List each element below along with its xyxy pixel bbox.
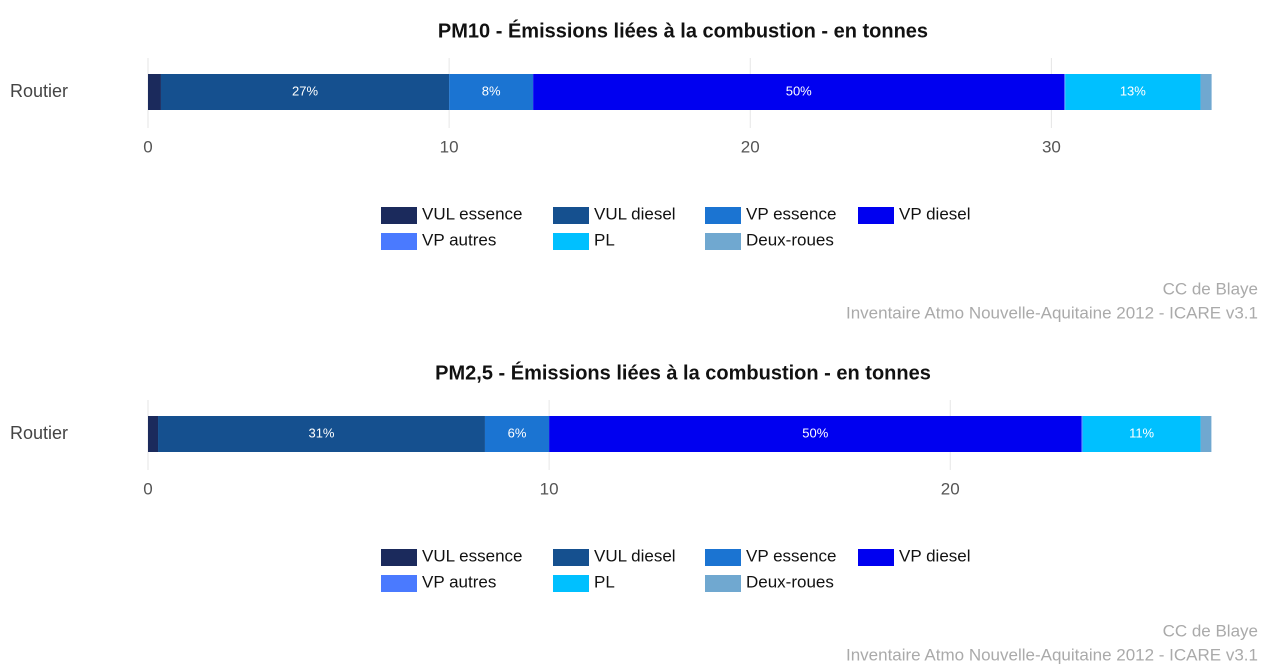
x-tick-label: 0 — [143, 479, 152, 498]
value-label: 50% — [802, 425, 828, 440]
value-label: 27% — [292, 83, 318, 98]
caption: Inventaire Atmo Nouvelle-Aquitaine 2012 … — [846, 303, 1258, 322]
legend-swatch — [553, 233, 589, 250]
y-tick-label: Routier — [10, 81, 68, 101]
caption: CC de Blaye — [1163, 279, 1258, 298]
legend-swatch — [553, 575, 589, 592]
legend-swatch — [381, 233, 417, 250]
x-tick-label: 10 — [440, 137, 459, 156]
legend-label: VUL diesel — [594, 546, 676, 565]
bar-segment — [484, 416, 550, 452]
bar-segment — [1200, 74, 1212, 110]
legend-label: VP diesel — [899, 546, 971, 565]
legend-label: VP essence — [746, 546, 836, 565]
legend-swatch — [858, 207, 894, 224]
y-tick-label: Routier — [10, 423, 68, 443]
value-label: 31% — [308, 425, 334, 440]
legend-swatch — [381, 207, 417, 224]
legend-label: VP autres — [422, 572, 496, 591]
x-tick-label: 30 — [1042, 137, 1061, 156]
bar-segment — [158, 416, 485, 452]
legend-swatch — [705, 207, 741, 224]
value-label: 13% — [1120, 83, 1146, 98]
legend-label: PL — [594, 230, 615, 249]
legend-swatch — [705, 575, 741, 592]
value-label: 8% — [482, 83, 501, 98]
bar-segment — [148, 416, 159, 452]
bar-segment — [1065, 74, 1201, 110]
caption: CC de Blaye — [1163, 621, 1258, 640]
legend-label: VP autres — [422, 230, 496, 249]
x-tick-label: 20 — [741, 137, 760, 156]
bar-segment — [533, 74, 1065, 110]
bar-segment — [1081, 416, 1083, 452]
bar-segment — [449, 74, 534, 110]
legend-label: VP diesel — [899, 204, 971, 223]
bar-segment — [1200, 416, 1212, 452]
legend-label: VUL essence — [422, 546, 522, 565]
bar-segment — [1064, 74, 1066, 110]
chart-title: PM10 - Émissions liées à la combustion -… — [438, 19, 928, 42]
legend-swatch — [381, 575, 417, 592]
legend-swatch — [381, 549, 417, 566]
bar-segment — [160, 74, 450, 110]
legend-label: VUL essence — [422, 204, 522, 223]
legend-swatch — [553, 549, 589, 566]
legend-label: Deux-roues — [746, 572, 834, 591]
x-tick-label: 20 — [941, 479, 960, 498]
x-tick-label: 0 — [143, 137, 152, 156]
legend-label: VUL diesel — [594, 204, 676, 223]
value-label: 50% — [786, 83, 812, 98]
value-label: 11% — [1129, 425, 1154, 440]
legend-label: VP essence — [746, 204, 836, 223]
legend-swatch — [553, 207, 589, 224]
legend-label: Deux-roues — [746, 230, 834, 249]
caption: Inventaire Atmo Nouvelle-Aquitaine 2012 … — [846, 645, 1258, 664]
x-tick-label: 10 — [540, 479, 559, 498]
bar-segment — [549, 416, 1082, 452]
legend-swatch — [705, 233, 741, 250]
bar-segment — [148, 74, 161, 110]
bar-segment — [1082, 416, 1201, 452]
legend-label: PL — [594, 572, 615, 591]
legend-swatch — [858, 549, 894, 566]
legend-swatch — [705, 549, 741, 566]
value-label: 6% — [508, 425, 527, 440]
chart-title: PM2,5 - Émissions liées à la combustion … — [435, 361, 931, 384]
